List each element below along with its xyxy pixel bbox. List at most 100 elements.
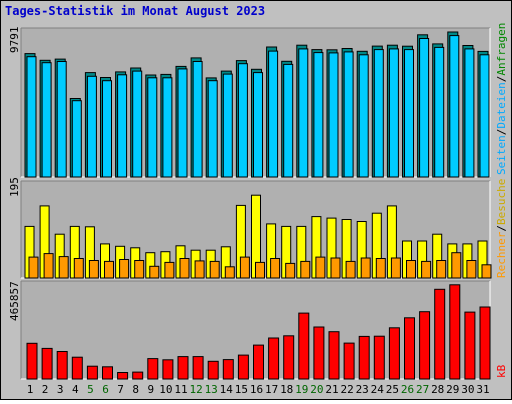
hits-dateien-bar-27 bbox=[419, 38, 430, 178]
visits-rechner-bar-30 bbox=[466, 260, 477, 279]
legend-anfragen: Anfragen bbox=[495, 23, 508, 76]
visits-rechner-bar-5 bbox=[88, 260, 99, 279]
visits-rechner-bar-3 bbox=[58, 256, 69, 279]
hits-dateien-bar-29 bbox=[449, 35, 460, 178]
visits-rechner-bar-26 bbox=[406, 260, 416, 279]
x-label-17: 17 bbox=[265, 383, 278, 396]
hits-dateien-bar-15 bbox=[237, 63, 248, 178]
hits-dateien-bar-10 bbox=[162, 77, 173, 178]
kb-bar-13 bbox=[207, 360, 219, 380]
hits-dateien-bar-2 bbox=[41, 62, 52, 178]
kb-bar-21 bbox=[328, 331, 340, 380]
hits-dateien-bar-9 bbox=[147, 77, 158, 178]
x-label-21: 21 bbox=[325, 383, 338, 396]
kb-bar-29 bbox=[449, 284, 461, 380]
x-label-29: 29 bbox=[446, 383, 459, 396]
hits-dateien-bar-1 bbox=[26, 56, 37, 178]
hits-dateien-bar-7 bbox=[117, 74, 128, 178]
visits-rechner-bar-27 bbox=[421, 260, 432, 279]
legend-separator: / bbox=[495, 225, 508, 232]
kb-bar-22 bbox=[343, 342, 355, 380]
kb-bar-27 bbox=[419, 311, 431, 380]
hits-dateien-bar-6 bbox=[102, 80, 112, 178]
hits-legend: Seiten/Dateien/Anfragen bbox=[495, 23, 508, 175]
x-label-23: 23 bbox=[356, 383, 369, 396]
visits-rechner-bar-25 bbox=[390, 257, 401, 279]
x-label-14: 14 bbox=[220, 383, 234, 396]
visits-rechner-bar-18 bbox=[285, 262, 296, 279]
x-label-10: 10 bbox=[159, 383, 172, 396]
hits-dateien-bar-24 bbox=[373, 49, 384, 178]
kb-bar-5 bbox=[86, 365, 98, 380]
x-label-4: 4 bbox=[72, 383, 79, 396]
x-label-5: 5 bbox=[87, 383, 94, 396]
x-label-28: 28 bbox=[431, 383, 444, 396]
kb-bar-4 bbox=[71, 356, 83, 380]
hits-dateien-bar-11 bbox=[177, 68, 188, 178]
x-label-22: 22 bbox=[340, 383, 353, 396]
hits-dateien-bar-8 bbox=[132, 70, 143, 178]
visits-rechner-bar-8 bbox=[134, 260, 145, 279]
kb-bar-18 bbox=[283, 335, 295, 380]
kb-bar-19 bbox=[298, 312, 310, 380]
hits-dateien-bar-17 bbox=[268, 50, 279, 178]
x-label-26: 26 bbox=[401, 383, 414, 396]
x-label-6: 6 bbox=[102, 383, 109, 396]
hits-max-label: 9791 bbox=[8, 27, 21, 54]
hits-dateien-bar-25 bbox=[388, 48, 399, 178]
x-label-8: 8 bbox=[132, 383, 139, 396]
visits-rechner-bar-11 bbox=[179, 258, 190, 279]
kb-bar-26 bbox=[404, 317, 415, 380]
kb-bar-17 bbox=[268, 337, 280, 380]
visits-rechner-bar-23 bbox=[360, 257, 371, 279]
legend-separator: / bbox=[495, 129, 508, 136]
visits-rechner-bar-17 bbox=[270, 258, 281, 279]
hits-dateien-bar-22 bbox=[343, 51, 354, 178]
visits-rechner-bar-7 bbox=[119, 259, 130, 279]
visits-rechner-bar-12 bbox=[194, 260, 205, 279]
kb-bar-1 bbox=[26, 342, 38, 380]
x-label-20: 20 bbox=[310, 383, 323, 396]
visits-rechner-bar-24 bbox=[375, 258, 386, 279]
bars-layer bbox=[24, 31, 492, 380]
kb-bar-15 bbox=[237, 354, 249, 380]
legend-rechner: Rechner bbox=[495, 231, 508, 278]
kb-bar-23 bbox=[358, 335, 370, 380]
visits-rechner-bar-6 bbox=[104, 260, 114, 279]
visits-rechner-bar-20 bbox=[315, 256, 326, 279]
hits-dateien-bar-5 bbox=[86, 75, 97, 178]
x-label-16: 16 bbox=[250, 383, 263, 396]
visits-legend: Rechner/Besuche bbox=[495, 179, 508, 278]
x-label-13: 13 bbox=[205, 383, 218, 396]
kb-bar-25 bbox=[388, 327, 400, 380]
x-label-1: 1 bbox=[27, 383, 34, 396]
kb-bar-11 bbox=[177, 356, 189, 380]
visits-rechner-bar-15 bbox=[239, 256, 250, 279]
kb-bar-16 bbox=[253, 344, 264, 380]
hits-dateien-bar-28 bbox=[434, 46, 445, 178]
hits-dateien-bar-16 bbox=[253, 72, 263, 178]
kb-bar-20 bbox=[313, 326, 325, 380]
legend-seiten: Seiten bbox=[495, 135, 508, 175]
visits-rechner-bar-1 bbox=[28, 256, 39, 279]
hits-dateien-bar-26 bbox=[404, 49, 414, 178]
visits-rechner-bar-31 bbox=[481, 264, 492, 279]
legend-besuche: Besuche bbox=[495, 179, 508, 225]
x-label-31: 31 bbox=[476, 383, 489, 396]
visits-rechner-bar-28 bbox=[436, 260, 447, 279]
kb-bar-31 bbox=[479, 306, 491, 380]
kb-bar-2 bbox=[41, 347, 53, 380]
x-label-24: 24 bbox=[371, 383, 385, 396]
hits-dateien-bar-19 bbox=[298, 48, 309, 178]
x-label-9: 9 bbox=[147, 383, 154, 396]
chart-title: Tages-Statistik im Monat August 2023 bbox=[5, 4, 265, 18]
kb-bar-24 bbox=[373, 335, 385, 380]
x-label-3: 3 bbox=[57, 383, 64, 396]
visits-rechner-bar-21 bbox=[330, 257, 341, 279]
kb-bar-3 bbox=[56, 351, 68, 380]
legend-separator: / bbox=[495, 76, 508, 83]
kb-bar-10 bbox=[162, 359, 174, 380]
hits-dateien-bar-20 bbox=[313, 52, 324, 178]
x-label-27: 27 bbox=[416, 383, 429, 396]
